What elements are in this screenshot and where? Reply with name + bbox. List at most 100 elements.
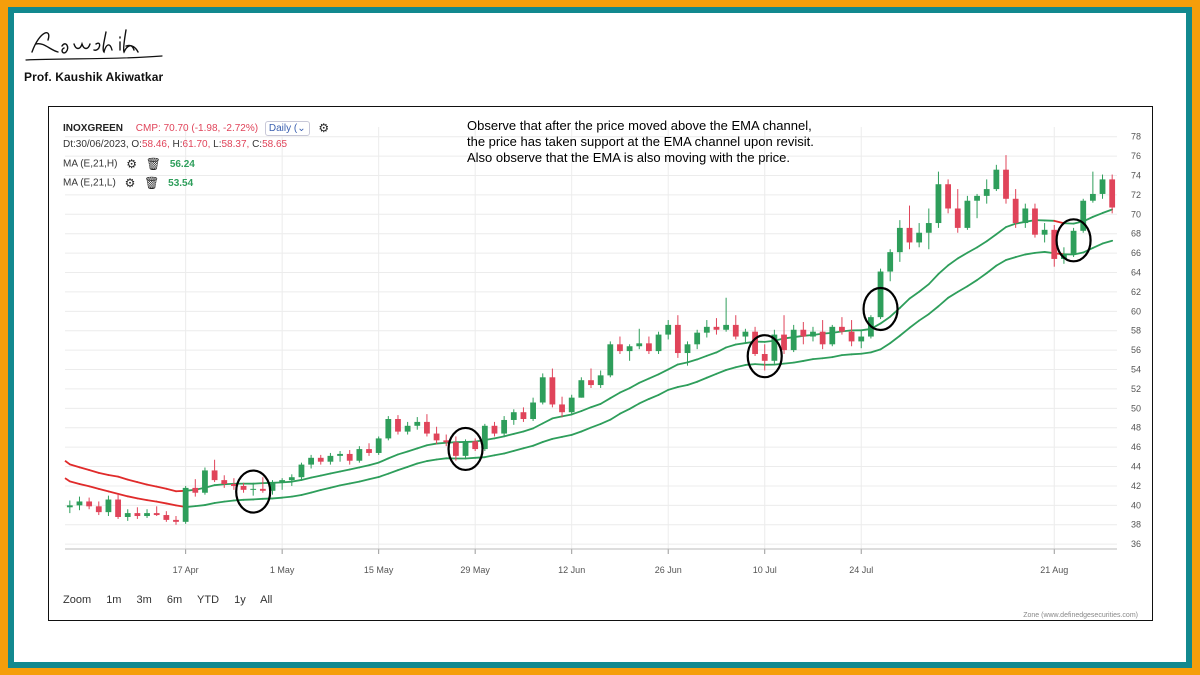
candle-body: [414, 421, 421, 426]
candle-body: [887, 252, 894, 272]
ema-low-line: [898, 326, 911, 337]
candle-body: [317, 457, 324, 462]
ema-high-line: [648, 373, 660, 380]
ema-low-line: [1034, 251, 1046, 254]
zoom-all-button[interactable]: All: [260, 594, 273, 606]
candle-body: [781, 334, 787, 351]
ema-low-line: [435, 457, 448, 461]
x-tick-label: 26 Jun: [655, 565, 682, 575]
candle-body: [327, 455, 334, 462]
ema-low-line: [927, 305, 940, 315]
ema-high-line: [165, 487, 177, 493]
x-tick-label: 24 Jul: [849, 565, 873, 575]
ema-low-line: [773, 362, 785, 366]
ema-low-line: [947, 290, 959, 299]
zoom-1y-button[interactable]: 1y: [234, 594, 246, 606]
candle-body: [925, 223, 932, 233]
ema-high-line: [146, 483, 158, 488]
candle-body: [385, 419, 392, 439]
ema-high-line: [734, 342, 747, 346]
ema-low-line: [841, 353, 853, 357]
trash-icon[interactable]: 🗑: [144, 176, 160, 190]
ema-high-line: [368, 461, 380, 467]
zoom-ytd-button[interactable]: YTD: [197, 594, 220, 606]
candle-body: [124, 513, 131, 517]
candle-body: [1012, 198, 1019, 224]
candle-body: [983, 189, 990, 196]
candle-body: [974, 195, 980, 201]
candle-body: [404, 425, 411, 432]
credits-link[interactable]: Zone (www.definedgesecurities.com): [1023, 612, 1138, 619]
candle-body: [231, 484, 237, 486]
candle-body: [153, 513, 160, 516]
ema-low-line: [358, 478, 370, 483]
chart-panel: 36 38 40 42 44 46 48 50 52 54 56 58 60 62 64 66 68 70 72 74…: [48, 106, 1153, 621]
zoom-1m-button[interactable]: 1m: [106, 594, 122, 606]
candle-body: [896, 227, 903, 253]
candle-body: [848, 331, 855, 342]
candle-body: [375, 438, 382, 453]
candle-body: [655, 334, 662, 352]
ma-low-row: MA (E,21,L) ⚙ 🗑 53.54: [63, 176, 193, 190]
y-tick-label: 78: [1131, 132, 1141, 142]
candle-body: [443, 440, 450, 443]
candle-body: [1080, 200, 1087, 231]
candle-body: [95, 506, 102, 513]
ema-low-line: [551, 435, 563, 440]
ema-low-line: [117, 492, 129, 498]
ma-low-value: 53.54: [168, 177, 194, 189]
candle-body: [742, 331, 749, 337]
ema-low-line: [783, 361, 795, 365]
candle-body: [771, 334, 778, 361]
ema-low-line: [715, 369, 728, 375]
candle-body: [395, 419, 401, 432]
ema-low-line: [426, 458, 438, 462]
ema-high-line: [348, 466, 361, 471]
ema-high-line: [1101, 208, 1114, 214]
candle-body: [588, 380, 594, 386]
ma-low-label: MA (E,21,L): [63, 177, 116, 189]
ema-low-line: [580, 426, 592, 433]
interval-dropdown[interactable]: Daily (⌄: [264, 121, 310, 136]
zoom-3m-button[interactable]: 3m: [136, 594, 152, 606]
author-name: Prof. Kaushik Akiwatkar: [24, 70, 164, 84]
ema-high-line: [406, 447, 419, 453]
candle-body: [221, 480, 228, 485]
zoom-6m-button[interactable]: 6m: [166, 594, 183, 606]
candle-body: [916, 232, 923, 243]
candle-body: [1032, 208, 1038, 235]
ema-high-line: [638, 377, 650, 384]
trash-icon[interactable]: 🗑: [145, 157, 162, 171]
ema-low-line: [686, 380, 699, 386]
candle-body: [481, 425, 488, 450]
gear-icon[interactable]: ⚙: [126, 157, 138, 171]
ema-low-line: [532, 441, 544, 447]
ema-high-line: [435, 441, 448, 445]
ema-high-line: [705, 351, 718, 357]
gear-icon[interactable]: ⚙: [318, 121, 330, 136]
ema-low-line: [329, 484, 341, 489]
candle-body: [858, 336, 865, 342]
ema-high-line: [628, 381, 641, 390]
ema-high-line: [445, 441, 457, 444]
ema-low-line: [754, 363, 766, 366]
y-tick-label: 76: [1131, 151, 1141, 161]
ema-high-line: [551, 415, 563, 420]
candle-body: [839, 326, 845, 332]
candle-body: [288, 477, 295, 481]
ema-high-line: [1053, 219, 1065, 225]
y-tick-label: 36: [1131, 539, 1141, 549]
ohlc-high-label: H:: [172, 139, 183, 150]
support-circle: [235, 469, 272, 514]
candle-body: [877, 271, 884, 318]
legend-row-symbol: INOXGREEN CMP: 70.70 (-1.98, -2.72%) Dai…: [63, 121, 329, 136]
candle-body: [578, 380, 585, 398]
gear-icon[interactable]: ⚙: [124, 176, 136, 190]
ema-high-line: [416, 444, 428, 450]
y-tick-label: 52: [1131, 384, 1141, 394]
ema-low-line: [146, 499, 158, 503]
ema-low-line: [493, 452, 506, 457]
ema-high-line: [725, 343, 737, 349]
candle-body: [356, 449, 363, 461]
ema-high-line: [995, 226, 1007, 236]
